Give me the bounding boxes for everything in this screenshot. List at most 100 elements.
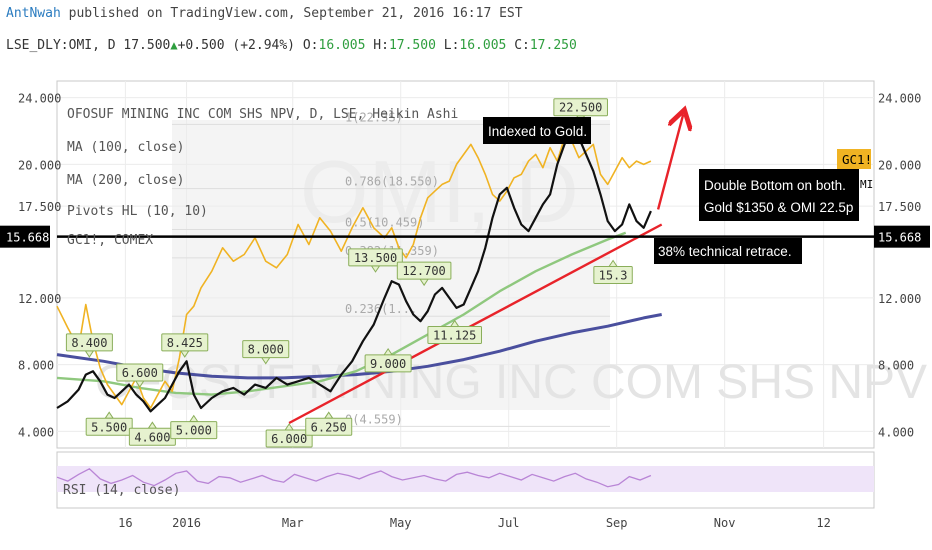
fib-label: 0(4.559) xyxy=(345,412,403,426)
pivot-label: 12.700 xyxy=(396,261,452,287)
pivot-box xyxy=(170,421,218,440)
pivot-value: 4.600 xyxy=(134,430,170,444)
series-projection xyxy=(656,114,683,210)
series-trendline xyxy=(288,223,663,425)
annotation-indexed-text: Indexed to Gold. xyxy=(488,124,587,139)
pivot-label: 6.600 xyxy=(116,363,164,388)
pivot-box xyxy=(116,363,164,382)
support-tag-left-text: 15.668 xyxy=(6,231,49,245)
annotation-double-bottom-line2: Gold $1350 & OMI 22.5p xyxy=(704,200,853,215)
annotation-indexed[interactable]: Indexed to Gold. xyxy=(483,117,591,144)
pivot-value: 22.500 xyxy=(559,101,602,115)
legend: OFOSUF MINING INC COM SHS NPV, D, LSE, H… xyxy=(67,107,458,248)
series-ma-100-close xyxy=(56,231,627,396)
annotation-double-bottom[interactable]: Double Bottom on both. Gold $1350 & OMI … xyxy=(699,169,859,221)
fib-label: 0.5(10.459) xyxy=(345,215,424,229)
pivot-value: 9.000 xyxy=(370,357,406,371)
pivot-label: 6.250 xyxy=(305,411,353,436)
y-tick-label-right: 8.000 xyxy=(878,359,914,373)
y-tick-label-right: 24.000 xyxy=(878,92,921,106)
y-tick-label-left: 8.000 xyxy=(18,359,54,373)
pivot-box xyxy=(265,429,313,448)
author-link[interactable]: AntNwah xyxy=(6,6,61,21)
pivot-value: 6.600 xyxy=(122,366,158,380)
support-tag-right xyxy=(874,225,930,248)
y-tick-label-left: 20.000 xyxy=(18,158,61,172)
publish-line: AntNwah published on TradingView.com, Se… xyxy=(6,6,523,21)
pivot-label: 8.400 xyxy=(65,333,113,358)
publish-info: published on TradingView.com, September … xyxy=(68,6,523,21)
pivot-value: 8.000 xyxy=(248,343,284,357)
pivot-label: 5.500 xyxy=(85,411,133,436)
watermark-name: OFOSUF MINING INC COM SHS NPV xyxy=(95,356,927,409)
pivot-box xyxy=(161,333,209,352)
rsi-layer xyxy=(56,468,652,488)
y-tick-label-right: 12.000 xyxy=(878,292,921,306)
y-tick-label-left: 12.000 xyxy=(18,292,61,306)
pivot-box xyxy=(305,417,353,436)
pivot-value: 6.000 xyxy=(271,432,307,446)
annotation-retrace-text: 38% technical retrace. xyxy=(658,244,792,259)
legend-ma100[interactable]: MA (100, close) xyxy=(67,140,184,155)
pivot-box xyxy=(553,98,608,117)
series-omi xyxy=(56,129,652,413)
high-value: 17.500 xyxy=(388,38,436,53)
pivot-label: 9.000 xyxy=(364,348,412,373)
pivot-box xyxy=(242,340,290,359)
x-tick-label: May xyxy=(390,516,412,530)
pivot-box xyxy=(364,354,412,373)
gold-price-tag-text: GC1! xyxy=(842,152,872,167)
pivot-value: 15.3 xyxy=(599,268,628,282)
pivot-label: 15.3 xyxy=(593,259,633,284)
pivot-box xyxy=(348,248,403,267)
up-arrow-icon: ▲ xyxy=(170,38,178,52)
gold-price-tag: GC1! xyxy=(837,149,872,169)
y-tick-label-left: 24.000 xyxy=(18,92,61,106)
pivot-label: 13.500 xyxy=(348,248,403,273)
pivot-value: 5.000 xyxy=(176,424,212,438)
legend-gold[interactable]: GC1!, COMEX xyxy=(67,233,153,248)
series-layer xyxy=(56,114,683,425)
x-tick-label: 16 xyxy=(118,516,132,530)
fib-label: 0.786(18.550) xyxy=(345,175,439,189)
pivot-label: 8.000 xyxy=(242,340,290,365)
rsi-label[interactable]: RSI (14, close) xyxy=(63,483,180,498)
pivot-label: 11.125 xyxy=(427,319,483,345)
pivot-box xyxy=(85,417,133,436)
axes-layer: 24.000 24.000 20.000 20.000 17.500 17.500 12.0… xyxy=(0,92,930,530)
legend-ma200[interactable]: MA (200, close) xyxy=(67,173,184,188)
y-tick-label-left: 4.000 xyxy=(18,425,54,439)
open-label: O: xyxy=(302,38,319,53)
legend-pivots[interactable]: Pivots HL (10, 10) xyxy=(67,204,208,219)
y-tick-label-right: 17.500 xyxy=(878,200,921,214)
pivot-box xyxy=(427,326,483,345)
fib-label: 0.236(1... xyxy=(345,302,417,316)
annotation-retrace[interactable]: 38% technical retrace. xyxy=(654,238,802,264)
support-tag-right-text: 15.668 xyxy=(878,231,921,245)
pivot-value: 8.400 xyxy=(71,336,107,350)
x-tick-label: Sep xyxy=(606,516,628,530)
pivot-value: 13.500 xyxy=(354,251,397,265)
pivot-value: 11.125 xyxy=(433,329,476,343)
low-value: 16.005 xyxy=(459,38,507,53)
close-value: 17.250 xyxy=(529,38,577,53)
high-label: H: xyxy=(373,38,389,53)
pivot-label: 8.425 xyxy=(161,333,209,358)
x-tick-label: Nov xyxy=(714,516,736,530)
pivot-label: 6.000 xyxy=(265,423,313,448)
y-tick-label-right: 4.000 xyxy=(878,425,914,439)
open-value: 16.005 xyxy=(318,38,366,53)
rsi-band xyxy=(57,466,874,492)
x-tick-label: 2016 xyxy=(172,516,201,530)
x-tick-label: 12 xyxy=(816,516,830,530)
symbol-label: LSE_DLY:OMI, D xyxy=(6,38,116,53)
pivot-box xyxy=(65,333,113,352)
rsi-line xyxy=(56,468,652,488)
legend-title[interactable]: OFOSUF MINING INC COM SHS NPV, D, LSE, H… xyxy=(67,107,458,122)
pivot-value: 5.500 xyxy=(91,420,127,434)
y-tick-label-right: 20.000 xyxy=(878,158,921,172)
pivot-labels: 8.400 5.500 6.600 4.600 8.425 5.000 8.000 6.000… xyxy=(65,98,633,448)
last-price: 17.500 xyxy=(123,38,171,53)
pivot-value: 6.250 xyxy=(311,420,347,434)
